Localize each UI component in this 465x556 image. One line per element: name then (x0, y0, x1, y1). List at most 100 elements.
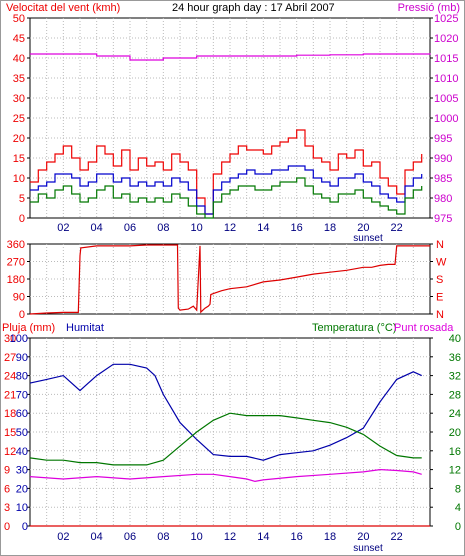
rain-tick-label: 12 (4, 446, 16, 458)
humidity-tick-label: 60 (16, 408, 28, 420)
temperature-tick-label: 12 (449, 465, 461, 477)
humidity-tick-label: 20 (16, 483, 28, 495)
wind-x-tick-label: 10 (191, 222, 203, 234)
wind-speed-tick-label: 40 (13, 53, 25, 65)
wind-speed-tick-label: 20 (13, 133, 25, 145)
humidity-axis-title: Humitat (66, 322, 104, 334)
compass-tick-label: E (436, 292, 443, 304)
compass-tick-label: N (436, 309, 444, 321)
wind-speed-tick-label: 50 (13, 13, 25, 25)
rain-tick-label: 15 (4, 427, 16, 439)
climate-x-tick-label: 14 (257, 531, 269, 543)
direction-tick-label: 270 (7, 257, 25, 269)
compass-tick-label: N (436, 239, 444, 251)
humidity-tick-label: 80 (16, 371, 28, 383)
wind-speed-tick-label: 35 (13, 73, 25, 85)
wind-x-tick-label: 18 (324, 222, 336, 234)
humidity-tick-label: 70 (16, 389, 28, 401)
temperature-tick-label: 32 (449, 371, 461, 383)
pressure-tick-label: 1000 (434, 113, 458, 125)
pressure-tick-label: 1025 (434, 13, 458, 25)
climate-x-tick-label: 10 (191, 531, 203, 543)
rain-tick-label: 18 (4, 408, 16, 420)
wind-x-tick-label: 22 (391, 222, 403, 234)
pressure-tick-label: 980 (434, 193, 452, 205)
humidity-tick-label: 100 (10, 333, 28, 345)
climate-x-tick-label: 06 (124, 531, 136, 543)
climate-x-tick-label: 08 (157, 531, 169, 543)
wind-chart-title: 24 hour graph day : 17 Abril 2007 (172, 2, 335, 14)
wind-x-tick-label: 14 (257, 222, 269, 234)
wind-x-tick-label: 06 (124, 222, 136, 234)
pressure-axis-title: Pressió (mb) (398, 2, 460, 14)
wind-speed-tick-label: 15 (13, 153, 25, 165)
wind-speed-tick-label: 30 (13, 93, 25, 105)
direction-tick-label: 0 (19, 309, 25, 321)
rain-tick-label: 30 (4, 333, 16, 345)
temperature-axis-title: Temperatura (°C) (312, 322, 396, 334)
wind-panel-series-pressure (30, 53, 431, 61)
temperature-tick-label: 16 (449, 446, 461, 458)
direction-tick-label: 180 (7, 274, 25, 286)
pressure-tick-label: 995 (434, 133, 452, 145)
temperature-tick-label: 40 (449, 333, 461, 345)
wind-x-tick-label: 02 (57, 222, 69, 234)
climate-x-tick-label: 16 (291, 531, 303, 543)
direction-tick-label: 90 (13, 292, 25, 304)
pressure-tick-label: 1010 (434, 73, 458, 85)
humidity-tick-label: 40 (16, 446, 28, 458)
rain-tick-label: 27 (4, 352, 16, 364)
rain-axis-title: Pluja (mm) (2, 322, 55, 334)
rain-tick-label: 3 (4, 502, 10, 514)
wind-sunset-label: sunset (353, 233, 383, 244)
wind-speed-tick-label: 45 (13, 33, 25, 45)
climate-x-tick-label: 02 (57, 531, 69, 543)
wind-speed-tick-label: 25 (13, 113, 25, 125)
temperature-tick-label: 36 (449, 352, 461, 364)
wind-speed-tick-label: 10 (13, 173, 25, 185)
temperature-tick-label: 0 (455, 521, 461, 533)
rain-tick-label: 24 (4, 371, 16, 383)
direction-tick-label: 360 (7, 239, 25, 251)
pressure-tick-label: 1005 (434, 93, 458, 105)
dewpoint-axis-title: Punt rosada (394, 322, 454, 334)
climate-x-tick-label: 18 (324, 531, 336, 543)
rain-tick-label: 21 (4, 389, 16, 401)
climate-sunset-label: sunset (353, 543, 383, 554)
climate-x-tick-label: 04 (91, 531, 103, 543)
wind-x-tick-label: 20 (357, 222, 369, 234)
wind-x-tick-label: 04 (91, 222, 103, 234)
wind-x-tick-label: 16 (291, 222, 303, 234)
rain-tick-label: 0 (4, 521, 10, 533)
climate-x-tick-label: 20 (357, 531, 369, 543)
pressure-tick-label: 1015 (434, 53, 458, 65)
temperature-tick-label: 8 (455, 483, 461, 495)
compass-tick-label: W (436, 257, 447, 269)
climate-panel-series-dewpoint (29, 468, 422, 483)
pressure-tick-label: 990 (434, 153, 452, 165)
climate-x-tick-label: 22 (391, 531, 403, 543)
wind-speed-axis-title: Velocitat del vent (kmh) (6, 2, 120, 14)
wind-x-tick-label: 08 (157, 222, 169, 234)
temperature-tick-label: 20 (449, 427, 461, 439)
temperature-tick-label: 28 (449, 389, 461, 401)
wind-panel-series-wind (30, 177, 423, 219)
pressure-tick-label: 1020 (434, 33, 458, 45)
humidity-tick-label: 10 (16, 502, 28, 514)
wind-x-tick-label: 12 (224, 222, 236, 234)
wind-speed-tick-label: 5 (19, 193, 25, 205)
humidity-tick-label: 50 (16, 427, 28, 439)
pressure-tick-label: 985 (434, 173, 452, 185)
humidity-tick-label: 30 (16, 465, 28, 477)
pressure-tick-label: 975 (434, 213, 452, 225)
temperature-tick-label: 4 (455, 502, 461, 514)
wind-speed-tick-label: 0 (19, 213, 25, 225)
compass-tick-label: S (436, 274, 443, 286)
rain-tick-label: 9 (4, 465, 10, 477)
humidity-tick-label: 0 (22, 521, 28, 533)
humidity-tick-label: 90 (16, 352, 28, 364)
wind-panel-series-gust (30, 129, 423, 215)
climate-x-tick-label: 12 (224, 531, 236, 543)
rain-tick-label: 6 (4, 483, 10, 495)
